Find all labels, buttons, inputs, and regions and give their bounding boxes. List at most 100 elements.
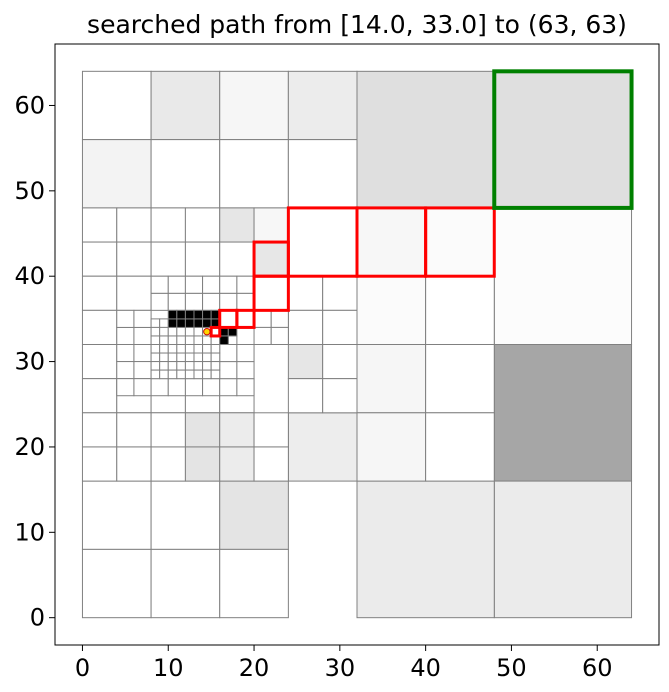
- quadtree-cells: [81, 70, 633, 619]
- quadtree-cell: [287, 309, 324, 345]
- x-tick-label: 10: [153, 654, 184, 682]
- quadtree-cell: [176, 352, 186, 363]
- quadtree-cell: [287, 139, 358, 209]
- x-tick-label: 60: [582, 654, 613, 682]
- quadtree-cell: [159, 335, 169, 346]
- quadtree-cell: [236, 344, 255, 363]
- quadtree-cell: [133, 326, 152, 346]
- quadtree-cell: [81, 309, 118, 345]
- quadtree-cell: [193, 335, 204, 346]
- quadtree-cell: [253, 275, 289, 311]
- quadtree-cell: [193, 344, 204, 354]
- quadtree-cell: [184, 292, 204, 311]
- quadtree-cell: [150, 344, 161, 354]
- quadtree-cell: [184, 344, 195, 354]
- quadtree-cell: [219, 548, 289, 619]
- quadtree-cell: [81, 139, 152, 209]
- quadtree-cell: [81, 412, 118, 448]
- quadtree-cell: [150, 326, 161, 337]
- quadtree-cell: [150, 292, 169, 311]
- quadtree-cell: [356, 275, 427, 346]
- x-axis-ticks: 0 10 20 30 40 50 60: [75, 645, 613, 682]
- quadtree-cell: [493, 480, 633, 619]
- quadtree-cell: [116, 378, 135, 397]
- quadtree-cell: [219, 139, 289, 209]
- quadtree-cell: [167, 352, 178, 363]
- quadtree-cell: [150, 446, 186, 482]
- quadtree-cell: [81, 275, 118, 311]
- path-cell: [209, 325, 222, 338]
- quadtree-cell: [193, 326, 204, 337]
- quadtree-cell: [116, 344, 135, 363]
- quadtree-cell: [116, 412, 152, 448]
- quadtree-cell: [184, 275, 204, 294]
- quadtree-cell: [219, 446, 255, 482]
- quadtree-cell: [116, 241, 152, 277]
- quadtree-cell: [287, 70, 358, 141]
- quadtree-cell: [159, 352, 169, 363]
- obstacle-cell: [219, 335, 229, 346]
- quadtree-cell: [167, 275, 186, 294]
- quadtree-cell: [236, 378, 255, 397]
- quadtree-cell: [167, 369, 178, 380]
- quadtree-cell: [167, 326, 178, 337]
- x-tick-label: 30: [325, 654, 356, 682]
- obstacle-cell: [193, 318, 204, 328]
- quadtree-cell: [167, 378, 186, 397]
- quadtree-cell: [219, 480, 289, 550]
- quadtree-cell: [150, 241, 186, 277]
- quadtree-cell: [202, 344, 212, 354]
- obstacle-cell: [167, 309, 178, 320]
- quadtree-cell: [219, 292, 238, 311]
- y-tick-label: 40: [14, 262, 45, 290]
- quadtree-cell: [116, 326, 135, 346]
- quadtree-cell: [210, 361, 221, 371]
- x-tick-label: 20: [239, 654, 270, 682]
- goal-cell-layer: [492, 69, 634, 210]
- quadtree-cell: [202, 369, 212, 380]
- quadtree-cell: [193, 352, 204, 363]
- quadtree-cell: [287, 378, 324, 414]
- obstacle-cell: [167, 318, 178, 328]
- quadtree-cell: [133, 309, 152, 328]
- quadtree-cell: [167, 361, 178, 371]
- y-tick-label: 10: [14, 518, 45, 546]
- quadtree-cell: [356, 70, 495, 209]
- quadtree-cell: [270, 326, 289, 346]
- quadtree-cell: [322, 275, 358, 311]
- quadtree-cell: [270, 309, 289, 328]
- y-tick-label: 20: [14, 433, 45, 461]
- obstacle-cell: [176, 318, 186, 328]
- quadtree-cell: [219, 275, 238, 294]
- quadtree-cell: [253, 446, 289, 482]
- quadtree-cell: [287, 344, 324, 380]
- quadtree-cell: [219, 344, 238, 363]
- y-tick-label: 30: [14, 348, 45, 376]
- quadtree-cell: [425, 344, 495, 414]
- quadtree-cell: [493, 344, 633, 482]
- quadtree-cell: [150, 378, 169, 397]
- quadtree-cell: [159, 361, 169, 371]
- quadtree-cell: [159, 326, 169, 337]
- quadtree-cell: [81, 241, 118, 277]
- quadtree-cell: [322, 344, 358, 380]
- quadtree-cell: [81, 344, 118, 380]
- quadtree-cell: [150, 70, 221, 141]
- quadtree-cell: [184, 326, 195, 337]
- quadtree-cell: [184, 361, 195, 371]
- quadtree-cell: [219, 361, 238, 380]
- obstacle-cell: [193, 309, 204, 320]
- quadtree-cell: [176, 335, 186, 346]
- quadtree-cell: [150, 480, 221, 550]
- y-axis-ticks: 0 10 20 30 40 50 60: [14, 91, 55, 632]
- quadtree-cell: [425, 275, 495, 346]
- quadtree-cell: [81, 446, 118, 482]
- quadtree-cell: [356, 480, 495, 619]
- quadtree-cell: [184, 446, 221, 482]
- quadtree-cell: [219, 378, 238, 397]
- y-tick-label: 50: [14, 177, 45, 205]
- quadtree-cell: [227, 335, 238, 346]
- quadtree-cell: [287, 275, 324, 311]
- quadtree-cell: [219, 70, 289, 141]
- y-tick-label: 60: [14, 91, 45, 119]
